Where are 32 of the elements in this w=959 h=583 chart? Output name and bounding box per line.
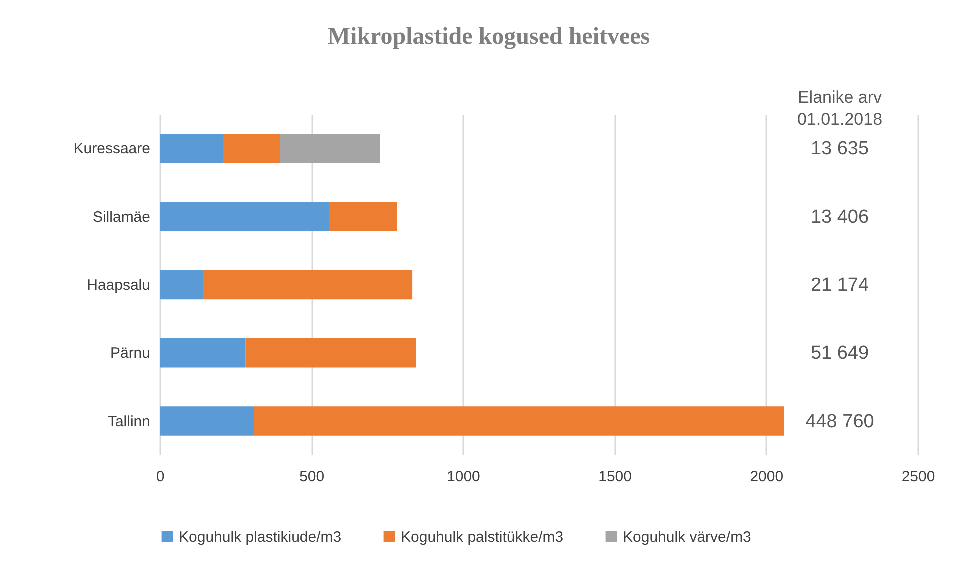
bar — [204, 270, 413, 300]
annotation: 21 174 — [810, 275, 870, 296]
annotation: 51 649 — [810, 343, 870, 364]
bar — [160, 406, 254, 436]
bar — [223, 134, 280, 164]
annotation: 13 406 — [810, 206, 870, 228]
y-tick-label: Haapsalu — [87, 277, 150, 294]
bar — [329, 202, 398, 232]
y-tick-label: Tallinn — [108, 413, 150, 430]
annotation: 448 760 — [806, 411, 874, 432]
bar — [254, 406, 784, 436]
chart-title: Mikroplastide kogused heitvees — [328, 24, 650, 50]
bar — [246, 338, 416, 368]
bar — [160, 202, 330, 232]
legend-label: Koguhulk plastikiude/m3 — [179, 528, 342, 546]
bar — [160, 270, 204, 300]
bar — [160, 134, 224, 164]
x-tick-label: 0 — [156, 468, 165, 486]
x-tick-label: 2000 — [750, 468, 784, 486]
x-tick-label: 500 — [300, 468, 325, 486]
legend-label: Koguhulk palstitükke/m3 — [401, 528, 564, 546]
bar — [280, 134, 380, 164]
x-tick-label: 2500 — [902, 468, 936, 486]
y-tick-label: Sillamäe — [92, 208, 150, 226]
y-tick-label: Pärnu — [110, 345, 150, 362]
y-tick-label: Kuressaare — [74, 140, 150, 158]
legend-label: Koguhulk värve/m3 — [623, 528, 752, 546]
bar — [160, 338, 246, 368]
x-tick-label: 1000 — [447, 468, 480, 486]
x-tick-label: 1500 — [598, 468, 632, 486]
annotation: Elanike arv 01.01.2018 — [797, 88, 883, 129]
annotation: 13 635 — [810, 138, 870, 160]
